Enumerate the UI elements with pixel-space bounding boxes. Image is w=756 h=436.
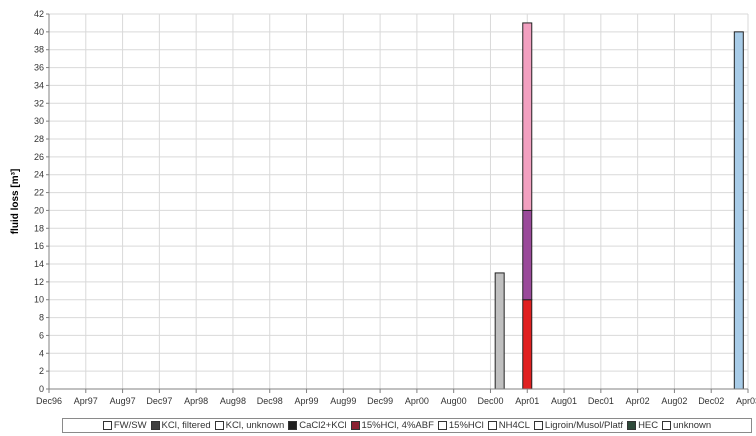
bar-segment bbox=[522, 209, 533, 301]
y-tick-label: 42 bbox=[34, 9, 44, 19]
legend-label: HEC bbox=[638, 420, 659, 431]
legend-swatch bbox=[662, 421, 672, 430]
legend-item: CaCl2+KCl bbox=[288, 420, 347, 431]
x-tick-label: Aug98 bbox=[220, 396, 246, 406]
x-tick-label: Dec97 bbox=[146, 396, 172, 406]
x-tick-label: Apr97 bbox=[74, 396, 98, 406]
y-tick-label: 6 bbox=[39, 330, 44, 340]
x-tick-label: Apr99 bbox=[295, 396, 319, 406]
y-tick-label: 36 bbox=[34, 63, 44, 73]
fluid-loss-chart: 024681012141618202224262830323436384042 … bbox=[10, 9, 756, 406]
x-tick-label: Apr98 bbox=[184, 396, 208, 406]
y-tick-label: 30 bbox=[34, 116, 44, 126]
y-tick-label: 22 bbox=[34, 188, 44, 198]
legend-label: NH4CL bbox=[498, 420, 530, 431]
x-tick-label: Apr00 bbox=[405, 396, 429, 406]
legend-item: HEC bbox=[627, 420, 658, 431]
x-tick-label: Aug01 bbox=[551, 396, 577, 406]
y-tick-label: 14 bbox=[34, 259, 44, 269]
legend-label: CaCl2+KCl bbox=[299, 420, 347, 431]
legend-swatch bbox=[214, 421, 224, 430]
x-tick-label: Dec00 bbox=[477, 396, 503, 406]
x-tick-label: Dec98 bbox=[257, 396, 283, 406]
x-tick-label: Aug99 bbox=[330, 396, 356, 406]
y-tick-label: 32 bbox=[34, 98, 44, 108]
legend-swatch bbox=[437, 421, 447, 430]
legend-swatch bbox=[288, 421, 298, 430]
legend-swatch bbox=[150, 421, 160, 430]
legend-swatch bbox=[102, 421, 112, 430]
bar-segment bbox=[494, 272, 505, 390]
y-tick-label: 16 bbox=[34, 241, 44, 251]
legend-item: NH4CL bbox=[487, 420, 530, 431]
legend-item: FW/SW bbox=[102, 420, 147, 431]
x-tick-label: Aug97 bbox=[110, 396, 136, 406]
legend-label: Ligroin/Musol/Platf bbox=[544, 420, 624, 431]
x-tick-label: Dec01 bbox=[588, 396, 614, 406]
legend-swatch bbox=[533, 421, 543, 430]
legend-swatch bbox=[487, 421, 497, 430]
x-tick-label: Dec02 bbox=[698, 396, 724, 406]
bars bbox=[494, 22, 744, 390]
y-tick-label: 12 bbox=[34, 277, 44, 287]
axes bbox=[48, 14, 748, 390]
x-tick-label: Apr02 bbox=[626, 396, 650, 406]
legend-item: KCl, unknown bbox=[214, 420, 285, 431]
y-tick-label: 34 bbox=[34, 80, 44, 90]
legend-label: FW/SW bbox=[113, 420, 147, 431]
legend-item: Ligroin/Musol/Platf bbox=[533, 420, 624, 431]
gridlines bbox=[48, 13, 749, 390]
y-tick-label: 4 bbox=[39, 348, 44, 358]
y-tick-label: 2 bbox=[39, 366, 44, 376]
y-tick-label: 38 bbox=[34, 45, 44, 55]
legend-item: unknown bbox=[662, 420, 711, 431]
legend-item: 15%HCl bbox=[437, 420, 484, 431]
legend-item: 15%HCl, 4%ABF bbox=[350, 420, 434, 431]
bar-segment bbox=[733, 31, 744, 390]
y-tick-label: 28 bbox=[34, 134, 44, 144]
y-tick-label: 10 bbox=[34, 295, 44, 305]
legend-label: KCl, unknown bbox=[225, 420, 285, 431]
legend: FW/SW KCl, filtered KCl, unknown CaCl2+KCl 1… bbox=[62, 418, 752, 433]
y-tick-label: 8 bbox=[39, 313, 44, 323]
legend-item: KCl, filtered bbox=[150, 420, 211, 431]
legend-label: 15%HCl, 4%ABF bbox=[361, 420, 434, 431]
bar-segment bbox=[522, 22, 533, 211]
legend-label: unknown bbox=[673, 420, 712, 431]
x-axis-ticks: Dec96 Apr97 Aug97 Dec97 Apr98 Aug98 Dec98 Apr99… bbox=[36, 389, 756, 406]
legend-swatch bbox=[350, 421, 360, 430]
x-tick-label: Dec99 bbox=[367, 396, 393, 406]
y-tick-label: 24 bbox=[34, 170, 44, 180]
legend-label: 15%HCl bbox=[448, 420, 484, 431]
x-tick-label: Aug02 bbox=[661, 396, 687, 406]
y-tick-label: 40 bbox=[34, 27, 44, 37]
x-tick-label: Aug00 bbox=[441, 396, 467, 406]
y-axis-label: fluid loss [m³] bbox=[10, 169, 21, 235]
y-tick-label: 26 bbox=[34, 152, 44, 162]
x-tick-label: Apr03 bbox=[736, 396, 756, 406]
legend-label: KCl, filtered bbox=[161, 420, 211, 431]
x-tick-label: Dec96 bbox=[36, 396, 62, 406]
bar-segment bbox=[522, 299, 533, 390]
y-tick-label: 20 bbox=[34, 205, 44, 215]
legend-swatch bbox=[627, 421, 637, 430]
y-tick-label: 0 bbox=[39, 384, 44, 394]
x-tick-label: Apr01 bbox=[515, 396, 539, 406]
y-tick-label: 18 bbox=[34, 223, 44, 233]
